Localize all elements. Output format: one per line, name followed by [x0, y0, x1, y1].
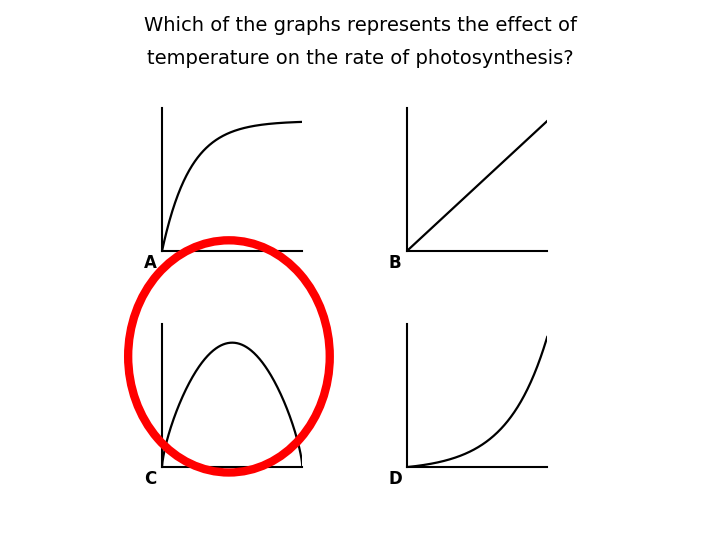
Text: temperature on the rate of photosynthesis?: temperature on the rate of photosynthesi… [147, 49, 573, 68]
Text: C: C [144, 470, 156, 488]
Text: B: B [389, 254, 402, 272]
Text: Which of the graphs represents the effect of: Which of the graphs represents the effec… [143, 16, 577, 35]
Text: D: D [389, 470, 402, 488]
Text: A: A [144, 254, 157, 272]
